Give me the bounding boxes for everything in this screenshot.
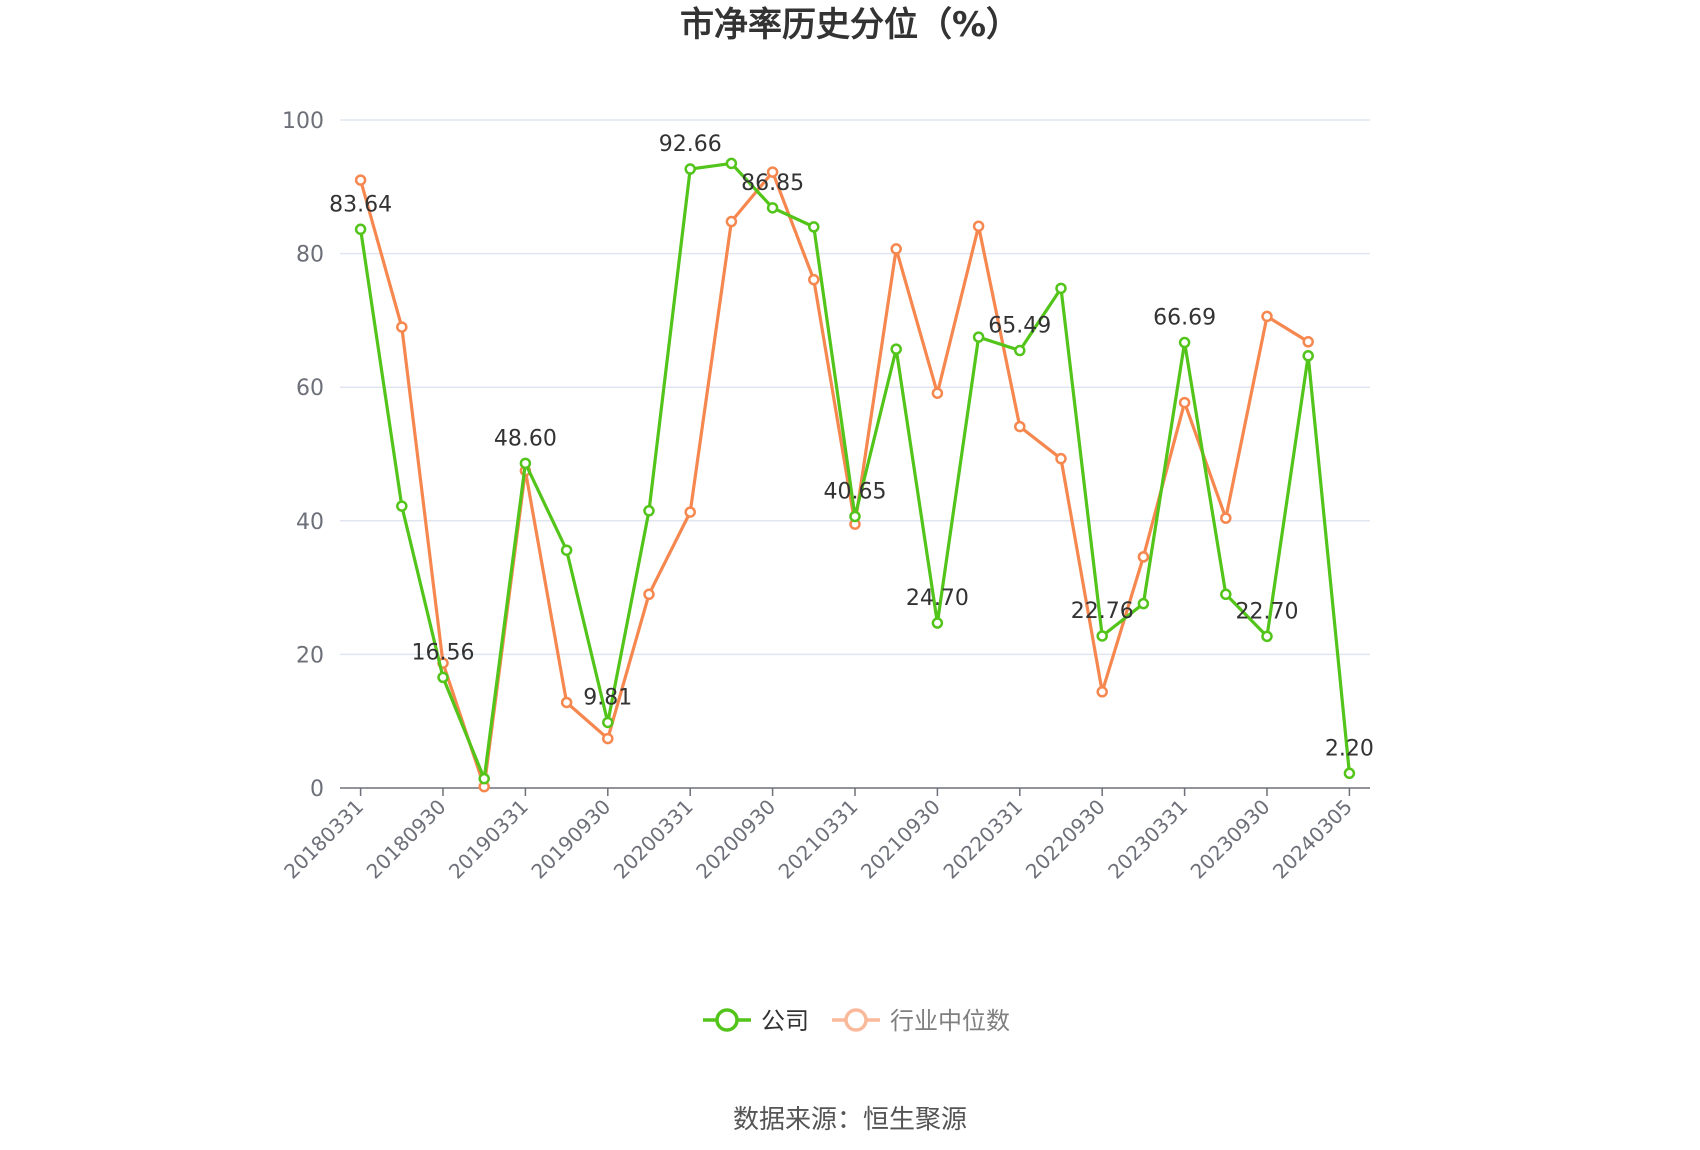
data-point[interactable] bbox=[1261, 310, 1273, 323]
legend-label: 公司 bbox=[761, 1007, 809, 1035]
data-label: 65.49 bbox=[988, 314, 1051, 339]
data-label: 22.70 bbox=[1236, 599, 1299, 624]
data-point[interactable] bbox=[1178, 396, 1191, 409]
x-tick-label: 20200930 bbox=[691, 795, 780, 884]
x-tick-label: 20210331 bbox=[774, 795, 863, 884]
x-tick-label: 20230930 bbox=[1186, 795, 1275, 884]
y-tick-label: 100 bbox=[282, 109, 324, 134]
data-point[interactable] bbox=[1137, 597, 1150, 610]
data-label: 24.70 bbox=[906, 586, 969, 611]
legend-marker bbox=[844, 1008, 868, 1032]
chart-title: 市净率历史分位（%） bbox=[680, 5, 1020, 45]
data-label: 83.64 bbox=[329, 192, 392, 217]
data-label: 22.76 bbox=[1071, 599, 1134, 624]
x-tick-label: 20220930 bbox=[1021, 795, 1110, 884]
data-point[interactable] bbox=[643, 588, 655, 601]
x-tick-label: 20220331 bbox=[938, 795, 1027, 884]
data-point[interactable] bbox=[766, 166, 779, 178]
data-point[interactable] bbox=[1220, 512, 1232, 524]
data-point[interactable] bbox=[725, 215, 738, 228]
data-label: 9.81 bbox=[583, 685, 632, 710]
data-point[interactable] bbox=[1261, 630, 1273, 643]
data-point[interactable] bbox=[931, 617, 944, 629]
data-point[interactable] bbox=[808, 221, 820, 233]
data-point[interactable] bbox=[1302, 336, 1314, 348]
data-point[interactable] bbox=[1220, 588, 1232, 601]
data-point[interactable] bbox=[766, 202, 779, 214]
y-tick-label: 0 bbox=[310, 777, 324, 802]
data-point[interactable] bbox=[478, 772, 490, 785]
data-point[interactable] bbox=[396, 321, 408, 333]
data-point[interactable] bbox=[396, 500, 408, 512]
data-point[interactable] bbox=[560, 696, 573, 709]
data-point[interactable] bbox=[560, 544, 573, 556]
x-tick-label: 20180331 bbox=[279, 795, 368, 884]
x-tick-label: 20210930 bbox=[856, 795, 945, 884]
data-point[interactable] bbox=[972, 331, 985, 343]
data-label: 48.60 bbox=[494, 426, 557, 451]
data-point[interactable] bbox=[1096, 686, 1108, 698]
y-tick-label: 20 bbox=[296, 643, 324, 668]
data-point[interactable] bbox=[1178, 336, 1191, 349]
data-point[interactable] bbox=[519, 457, 532, 470]
data-point[interactable] bbox=[972, 220, 985, 232]
data-point[interactable] bbox=[1055, 282, 1067, 295]
data-point[interactable] bbox=[437, 671, 449, 684]
series-line-company bbox=[359, 161, 1351, 781]
data-point[interactable] bbox=[684, 506, 696, 518]
x-tick-label: 20230331 bbox=[1103, 795, 1192, 884]
legend[interactable]: 公司 行业中位数 bbox=[703, 1007, 1010, 1035]
y-tick-label: 60 bbox=[296, 376, 324, 401]
y-tick-label: 80 bbox=[296, 243, 324, 268]
x-tick-label: 20180930 bbox=[362, 795, 451, 884]
data-point[interactable] bbox=[643, 505, 655, 517]
x-tick-label: 20240305 bbox=[1268, 795, 1357, 884]
legend-item-industry-median[interactable]: 行业中位数 bbox=[832, 1007, 1010, 1035]
data-point[interactable] bbox=[1014, 344, 1026, 357]
data-point[interactable] bbox=[849, 510, 861, 523]
data-point[interactable] bbox=[931, 387, 944, 399]
data-label: 86.85 bbox=[741, 171, 804, 196]
data-point[interactable] bbox=[354, 174, 367, 186]
data-point[interactable] bbox=[1137, 551, 1150, 563]
data-point[interactable] bbox=[890, 243, 902, 255]
x-tick-label: 20200331 bbox=[609, 795, 698, 884]
x-tick-label: 20190331 bbox=[444, 795, 533, 884]
data-point[interactable] bbox=[725, 157, 738, 170]
data-label: 40.65 bbox=[824, 479, 887, 504]
data-label: 2.20 bbox=[1325, 736, 1374, 761]
data-point[interactable] bbox=[890, 343, 902, 355]
data-labels: 83.64 16.56 48.60 9.81 92.66 86.85 40.65 24.70 6… bbox=[329, 132, 1374, 761]
legend-label: 行业中位数 bbox=[890, 1007, 1010, 1035]
x-tick-label: 20190930 bbox=[526, 795, 615, 884]
data-point[interactable] bbox=[354, 223, 367, 236]
grid-lines bbox=[340, 119, 1370, 656]
data-point[interactable] bbox=[808, 273, 820, 286]
data-point[interactable] bbox=[1302, 350, 1314, 362]
data-source: 数据来源：恒生聚源 bbox=[733, 1105, 967, 1135]
data-point[interactable] bbox=[1096, 630, 1108, 642]
data-point[interactable] bbox=[602, 732, 614, 745]
data-label: 16.56 bbox=[412, 640, 475, 665]
data-point[interactable] bbox=[684, 163, 696, 175]
data-label: 92.66 bbox=[659, 132, 722, 157]
y-tick-label: 40 bbox=[296, 510, 324, 535]
legend-marker bbox=[715, 1008, 739, 1032]
data-point[interactable] bbox=[1343, 767, 1356, 780]
series-lines bbox=[354, 157, 1356, 793]
data-label: 66.69 bbox=[1153, 306, 1216, 331]
data-point[interactable] bbox=[1055, 452, 1067, 465]
data-point[interactable] bbox=[602, 716, 614, 729]
legend-item-company[interactable]: 公司 bbox=[703, 1007, 809, 1035]
data-point[interactable] bbox=[1014, 420, 1026, 433]
